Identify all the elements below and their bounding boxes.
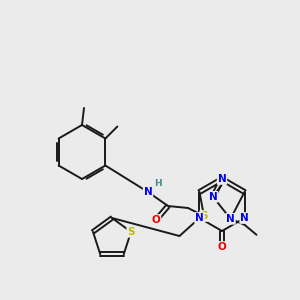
Text: N: N: [208, 192, 217, 202]
Text: S: S: [127, 227, 135, 237]
Text: H: H: [154, 179, 162, 188]
Text: O: O: [152, 215, 160, 225]
Text: S: S: [200, 211, 208, 221]
Text: N: N: [195, 213, 204, 223]
Text: N: N: [218, 174, 226, 184]
Text: N: N: [240, 213, 249, 223]
Text: O: O: [218, 242, 226, 252]
Text: N: N: [226, 214, 235, 224]
Text: N: N: [144, 187, 152, 197]
